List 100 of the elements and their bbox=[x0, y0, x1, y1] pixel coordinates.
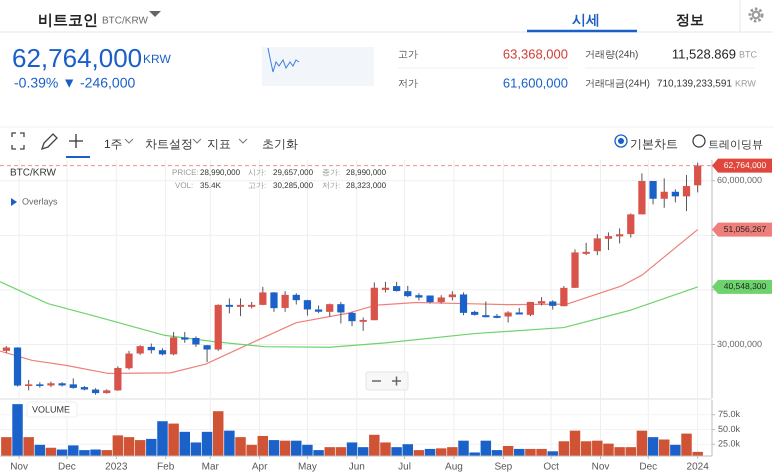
candlestick bbox=[203, 344, 211, 362]
annotation: 28,323,000 bbox=[346, 181, 387, 190]
candlestick bbox=[114, 366, 122, 392]
text: BTC/KRW bbox=[10, 168, 56, 179]
y-tick-label: 50.0k bbox=[718, 424, 741, 434]
annotation: 종가: bbox=[322, 168, 340, 178]
annotation: 시가: bbox=[248, 168, 266, 178]
text: -0.39% ▼ -246,000 bbox=[14, 74, 136, 91]
text: 차트설정 bbox=[145, 137, 193, 152]
candlestick bbox=[649, 180, 657, 205]
text: 61,600,000 bbox=[502, 75, 568, 90]
annotation: Overlays bbox=[22, 196, 58, 206]
x-tick-label: Dec bbox=[58, 462, 76, 473]
x-tick-label: 2024 bbox=[686, 462, 710, 473]
candlestick bbox=[337, 301, 344, 324]
candlestick bbox=[560, 286, 568, 307]
annotation: PRICE: bbox=[172, 168, 199, 178]
candlestick bbox=[660, 178, 668, 208]
annotation: VOL: bbox=[175, 181, 194, 190]
x-tick-label: Dec bbox=[639, 462, 658, 473]
candlestick bbox=[70, 378, 77, 390]
y-tick-label: 60,000,000 bbox=[717, 175, 762, 186]
text: 고가 bbox=[398, 50, 418, 61]
candlestick bbox=[694, 162, 702, 193]
x-tick-label: 2023 bbox=[105, 462, 128, 473]
x-tick-label: Sep bbox=[494, 462, 513, 473]
text: 51,056,267 bbox=[724, 224, 767, 234]
x-tick-label: Jun bbox=[348, 462, 365, 473]
text: 거래량(24h) bbox=[585, 50, 638, 61]
candlestick bbox=[25, 379, 32, 391]
candlestick bbox=[526, 301, 534, 317]
text: 비트코인 bbox=[38, 12, 98, 29]
text: BTC/KRW bbox=[102, 16, 148, 27]
x-tick-label: Feb bbox=[157, 462, 175, 473]
x-tick-label: Nov bbox=[592, 462, 610, 473]
candlestick bbox=[549, 300, 556, 310]
x-tick-label: May bbox=[298, 462, 317, 473]
y-tick-label: 75.0k bbox=[718, 409, 741, 420]
candlestick bbox=[672, 188, 679, 203]
candlestick bbox=[482, 300, 490, 318]
text: 62,764,000 bbox=[12, 42, 142, 73]
candlestick bbox=[259, 286, 266, 306]
x-tick-label: Mar bbox=[202, 462, 220, 473]
candlestick bbox=[348, 311, 356, 327]
candlestick bbox=[226, 298, 233, 314]
candlestick bbox=[192, 336, 200, 348]
text: 40,548,300 bbox=[724, 281, 767, 292]
annotation: 35.4K bbox=[200, 181, 222, 190]
candlestick bbox=[181, 331, 188, 344]
candlestick bbox=[392, 281, 400, 292]
annotation: 28,990,000 bbox=[346, 168, 387, 178]
candlestick bbox=[125, 350, 133, 370]
x-tick-label: Jul bbox=[398, 462, 411, 473]
y-tick-label: 25.0k bbox=[718, 438, 741, 449]
annotation: 30,285,000 bbox=[273, 181, 314, 190]
candlestick bbox=[304, 299, 312, 316]
candlestick bbox=[460, 292, 468, 316]
text: KRW bbox=[143, 52, 172, 66]
candlestick bbox=[270, 292, 278, 312]
candlestick bbox=[148, 343, 155, 354]
candlestick bbox=[682, 174, 690, 212]
candlestick bbox=[281, 290, 289, 312]
candlestick bbox=[326, 303, 334, 318]
text: 저가 bbox=[398, 78, 418, 90]
text: 거래대금(24H) bbox=[585, 78, 650, 90]
annotation: 고가: bbox=[248, 181, 266, 190]
candlestick bbox=[616, 228, 624, 244]
candlestick bbox=[382, 281, 390, 293]
text: KRW bbox=[735, 78, 756, 88]
text: 710,139,233,591 bbox=[656, 78, 732, 90]
candlestick bbox=[292, 292, 300, 305]
x-tick-label: Nov bbox=[10, 462, 28, 473]
candlestick bbox=[170, 331, 178, 356]
candlestick bbox=[594, 234, 601, 256]
text: 1주 bbox=[104, 137, 123, 152]
candlestick bbox=[582, 242, 590, 256]
candlestick bbox=[627, 212, 634, 238]
y-tick-label: 30,000,000 bbox=[717, 338, 762, 349]
text: 63,368,000 bbox=[502, 46, 568, 62]
text: 시세 bbox=[572, 12, 600, 28]
x-tick-label: Oct bbox=[543, 462, 560, 473]
x-tick-label: Aug bbox=[445, 462, 463, 473]
candlestick bbox=[236, 298, 244, 317]
annotation: 29,657,000 bbox=[273, 168, 314, 178]
candlestick bbox=[448, 290, 456, 301]
text: 정보 bbox=[676, 12, 704, 28]
candlestick bbox=[404, 285, 412, 298]
text: BTC bbox=[739, 49, 758, 60]
candlestick bbox=[504, 310, 512, 324]
text: 트레이딩뷰 bbox=[708, 138, 763, 151]
annotation: 저가: bbox=[322, 181, 340, 190]
annotation: 28,990,000 bbox=[200, 168, 241, 178]
ref-line-label: 62,764,000 bbox=[724, 160, 767, 170]
text: 기본차트 bbox=[630, 137, 678, 152]
candlestick bbox=[136, 344, 144, 356]
x-tick-label: Apr bbox=[252, 462, 268, 473]
text: 초기화 bbox=[262, 137, 298, 152]
line-series bbox=[0, 228, 698, 374]
text: VOLUME bbox=[32, 404, 70, 414]
text: 11,528.869 bbox=[672, 46, 736, 62]
